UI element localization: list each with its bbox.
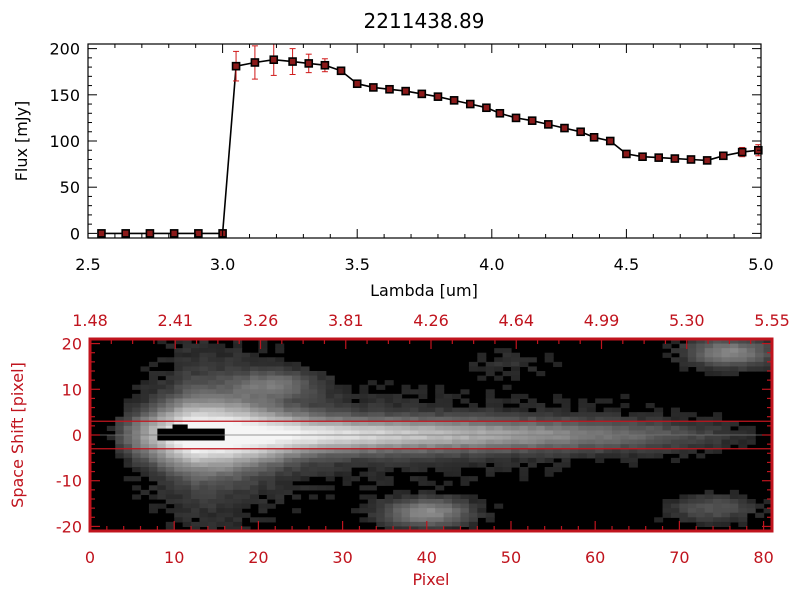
data-point [719,151,728,161]
y-tick-label: 20 [62,335,82,354]
data-point [511,113,521,123]
data-point [269,55,279,65]
x-axis-label: Pixel [412,570,449,589]
x-tick-label: 70 [669,548,689,567]
data-point [169,229,179,238]
data-point [495,108,505,118]
spectral-image-plot: 0 10 20 30 40 50 60 70 80 1.48 2.41 3.26 3.81 4.26 4.… [8,311,790,589]
data-point [482,103,491,113]
data-point [433,92,443,101]
data-point [121,229,130,238]
x-tick-label: 0 [85,548,95,567]
data-point [231,61,241,71]
y-tick-label: 0 [70,224,80,243]
data-point [385,84,394,94]
plot-frame [87,43,762,239]
data-point [589,133,599,142]
data-point [320,60,330,70]
top-tick-label: 4.64 [498,311,534,330]
y-tick-label: 0 [72,426,82,445]
x-tick-label: 2.5 [75,255,100,274]
data-point [449,96,459,105]
x-tick-label: 4.0 [479,255,504,274]
y-tick-label: 200 [49,40,80,59]
y-tick-label: -20 [56,517,82,536]
data-point [702,156,712,165]
y-tick-labels: 0 50 100 150 200 [49,40,80,244]
y-tick-label: 10 [62,380,82,399]
data-point [369,83,378,92]
y-tick-label: 150 [49,86,80,105]
x-tick-label: 3.0 [210,255,235,274]
y-axis-label: Space Shift [pixel] [8,362,27,508]
spectrum-data-layer [97,43,763,238]
y-tick-labels: -20 -10 0 10 20 [56,335,82,537]
data-point [417,89,427,99]
data-point [304,59,314,68]
saturated-region [157,428,225,441]
y-tick-label: 50 [60,178,80,197]
top-tick-label: 3.26 [243,311,279,330]
y-tick-label: -10 [56,472,82,491]
x-tick-label: 60 [585,548,605,567]
data-point [288,57,297,66]
x-tick-label: 3.5 [344,255,369,274]
data-point [654,153,664,162]
extraction-window-lines [90,420,772,450]
data-point [560,123,569,133]
flux-spectrum-plot: 2211438.89 2.5 3.0 3.5 4.0 4.5 5.0 0 50 100 150 2… [12,9,774,300]
x-tick-label: 50 [501,548,521,567]
data-point [576,127,585,137]
x-axis-label: Lambda [um] [370,281,478,300]
x-tick-label: 5.0 [748,255,773,274]
axis-ticks [89,339,773,531]
data-point [527,116,537,125]
axis-ticks [87,44,762,238]
data-point [670,154,680,163]
top-tick-label: 5.55 [754,311,790,330]
data-point [336,66,346,76]
data-point [638,152,647,162]
data-point [544,120,553,129]
data-point [145,229,155,238]
top-tick-label: 4.99 [584,311,620,330]
series-line [101,58,759,235]
data-point [352,79,362,89]
x-tick-label: 4.5 [614,255,639,274]
top-tick-label: 3.81 [328,311,364,330]
top-tick-label: 5.30 [669,311,705,330]
top-tick-label: 1.48 [72,311,108,330]
image-pixels [106,339,773,532]
y-tick-label: 100 [49,132,80,151]
data-point [737,147,747,157]
data-point [465,99,475,109]
data-point [194,229,203,238]
data-point [605,136,615,146]
x-tick-labels: 0 10 20 30 40 50 60 70 80 [85,548,774,567]
x-tick-label: 30 [332,548,352,567]
top-tick-label: 2.41 [157,311,193,330]
top-wavelength-tick-labels: 1.48 2.41 3.26 3.81 4.26 4.64 4.99 5.30 5.55 [72,311,790,330]
top-tick-label: 4.26 [413,311,449,330]
x-tick-label: 80 [753,548,773,567]
data-point [622,149,631,159]
y-axis-label: Flux [mJy] [12,101,31,182]
data-point [401,86,410,96]
chart-title: 2211438.89 [364,9,485,33]
x-tick-label: 20 [248,548,268,567]
data-point [686,155,696,164]
x-tick-label: 10 [164,548,184,567]
x-tick-label: 40 [417,548,437,567]
x-tick-labels: 2.5 3.0 3.5 4.0 4.5 5.0 [75,255,773,274]
data-point [250,58,260,67]
data-point [97,229,106,238]
